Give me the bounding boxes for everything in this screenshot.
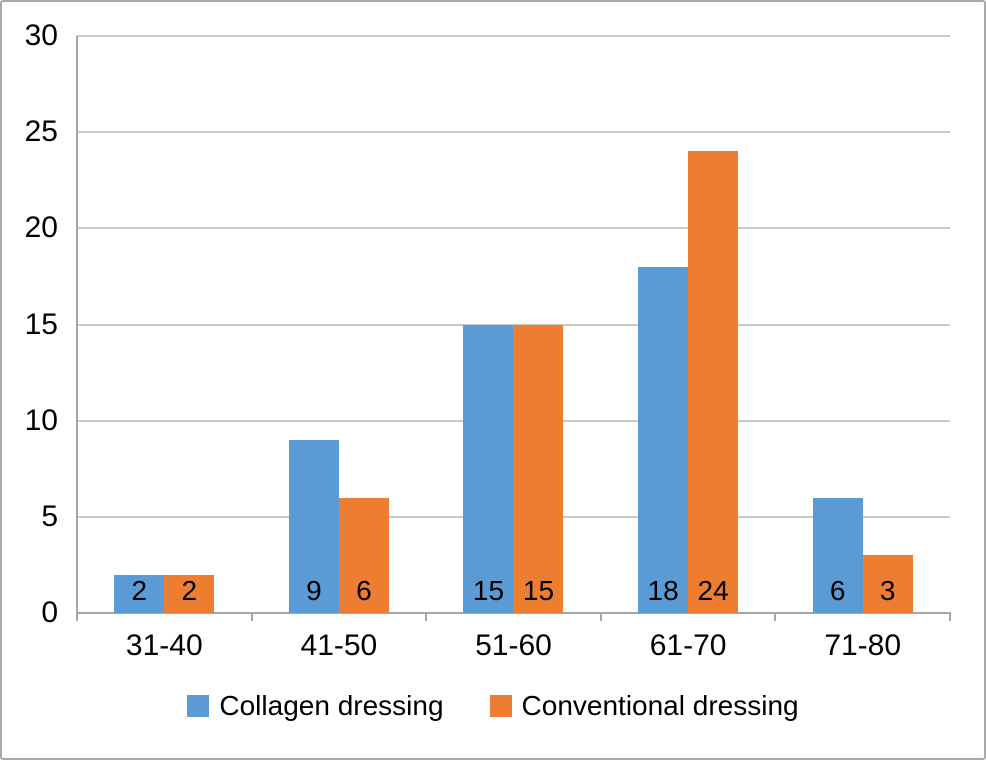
bar-conventional-dressing: 3 [862,555,913,613]
bar-value-label: 15 [522,575,555,606]
x-axis-tick [425,613,428,621]
y-axis-line [76,36,78,621]
x-axis-category-label: 31-40 [125,629,203,662]
bar-collagen-dressing: 9 [288,439,339,613]
gridline [77,131,950,134]
legend: Collagen dressing Conventional dressing [0,690,986,722]
bar-collagen-dressing: 6 [812,497,863,613]
x-axis-category-label: 61-70 [649,629,727,662]
bar-group: 18 24 [601,36,776,613]
bar-value-label: 6 [356,575,372,606]
x-axis-category-label: 41-50 [300,629,378,662]
bar-conventional-dressing: 6 [338,497,389,613]
legend-item: Collagen dressing [187,690,444,722]
legend-swatch-icon [489,695,512,717]
x-axis-category-label: 51-60 [475,629,552,662]
bar-value-label: 2 [131,575,148,606]
x-axis-tick [774,613,777,621]
y-axis-tick-label: 10 [24,403,58,437]
gridline [77,227,950,230]
legend-item: Conventional dressing [489,690,799,722]
bar-group: 15 15 [426,36,601,613]
gridline [77,35,950,37]
y-axis-tick-label: 25 [24,115,58,149]
y-axis-tick-label: 0 [41,596,58,629]
legend-swatch-icon [187,695,210,717]
bar-value-label: 15 [472,575,505,606]
bar-value-label: 9 [306,575,322,606]
bar-value-label: 6 [829,575,846,606]
bar-conventional-dressing: 24 [688,151,739,613]
x-axis-category-label: 71-80 [824,629,902,662]
legend-label: Conventional dressing [521,690,799,721]
bar-collagen-dressing: 18 [638,266,689,613]
y-axis-tick-label: 20 [24,211,58,245]
bar-value-label: 2 [181,575,198,606]
bar-conventional-dressing: 15 [513,324,564,613]
x-axis-tick [599,613,602,621]
y-axis-labels: 0 5 10 15 20 25 30 [0,21,58,628]
legend-label: Collagen dressing [219,690,444,721]
bar-value-label: 24 [697,575,729,606]
y-axis-tick-label: 5 [41,499,58,533]
x-axis-tick [250,613,253,621]
bar-collagen-dressing: 2 [114,574,165,613]
y-axis-tick-label: 15 [24,307,58,341]
plot-area: 2 2 9 6 15 15 18 24 6 3 [76,35,951,621]
x-axis-labels: 31-40 41-50 51-60 61-70 71-80 [77,628,950,668]
x-axis-line [76,612,951,614]
bar-value-label: 3 [879,575,896,606]
x-axis-tick [949,613,951,621]
bar-value-label: 18 [647,575,679,606]
x-axis-tick [76,613,78,621]
bar-collagen-dressing: 15 [463,324,514,613]
bar-conventional-dressing: 2 [164,574,215,613]
y-axis-tick-label: 30 [24,19,58,52]
